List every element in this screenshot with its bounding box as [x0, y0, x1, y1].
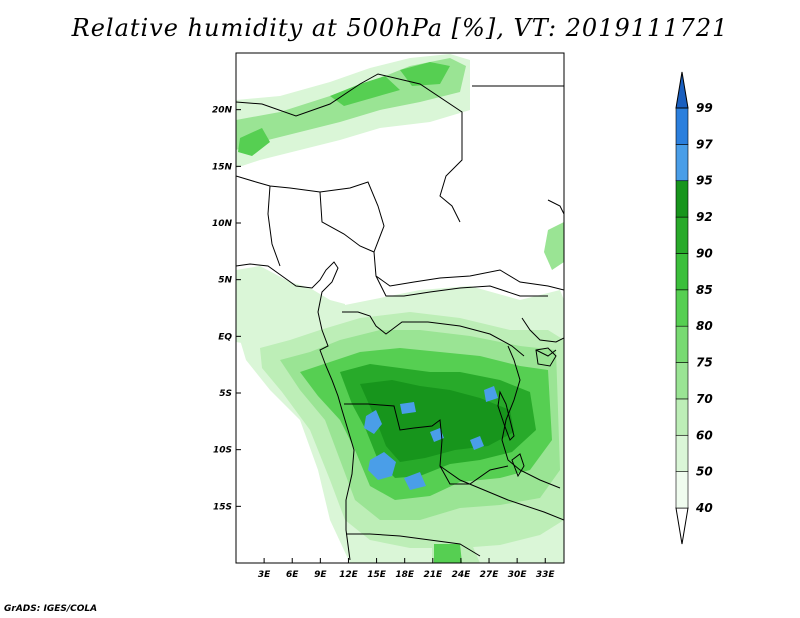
colorbar-segment [675, 434, 689, 472]
border-sahel [236, 175, 564, 291]
humidity-east-patch [544, 222, 564, 270]
lat-tick-label: 10S [213, 446, 232, 456]
border-central-african [375, 275, 548, 297]
latitude-axis: 20N 15N 10N 5N EQ 5S 10S 15S [212, 106, 241, 512]
lon-tick-label: 15E [367, 570, 387, 580]
lake-tanganyika [497, 390, 515, 441]
lat-tick-label: 15N [212, 162, 233, 172]
map-title: Relative humidity at 500hPa [%], VT: 201… [71, 14, 729, 42]
border-nigeria [267, 185, 375, 267]
humidity-band-north-dark [238, 62, 450, 156]
humidity-field [236, 54, 564, 563]
lake-malawi [511, 453, 525, 478]
colorbar-label: 95 [696, 174, 713, 188]
colorbar-segment [675, 289, 689, 327]
colorbar-label: 80 [696, 319, 713, 333]
lat-tick-label: 10N [212, 219, 233, 229]
colorbar-label: 85 [696, 283, 713, 297]
colorbar-segment [675, 325, 689, 363]
lon-tick-label: 6E [286, 570, 299, 580]
border-northeast [472, 85, 564, 215]
lat-tick-label: EQ [218, 332, 232, 342]
colorbar-segment [675, 471, 689, 509]
humidity-southwest-dark [434, 544, 462, 563]
lon-tick-label: 3E [258, 570, 271, 580]
lon-tick-label: 18E [395, 570, 415, 580]
colorbar: 40 50 60 70 75 80 85 90 92 95 97 99 [675, 71, 713, 545]
lon-tick-label: 21E [423, 570, 443, 580]
colorbar-label: 99 [696, 101, 713, 115]
colorbar-segment [675, 398, 689, 436]
colorbar-segment [675, 216, 689, 254]
map-frame [235, 52, 565, 564]
coastline-west-africa [236, 261, 355, 561]
credit-label: GrADS: IGES/COLA [4, 604, 98, 614]
colorbar-segment [675, 144, 689, 182]
border-east-lakes [521, 317, 564, 357]
colorbar-segment [675, 253, 689, 291]
lon-tick-label: 27E [480, 570, 500, 580]
colorbar-label: 50 [696, 465, 713, 479]
lon-tick-label: 33E [536, 570, 556, 580]
lat-tick-label: 5S [219, 389, 232, 399]
colorbar-segment [675, 180, 689, 218]
colorbar-label: 60 [696, 428, 713, 442]
lon-tick-label: 24E [452, 570, 472, 580]
colorbar-label: 90 [696, 246, 713, 260]
lake-victoria [535, 347, 557, 367]
colorbar-label: 70 [696, 392, 713, 406]
colorbar-label: 97 [696, 137, 713, 151]
colorbar-segment [675, 362, 689, 400]
longitude-axis: 3E 6E 9E 12E 15E 18E 21E 24E 27E 30E 33E [258, 558, 556, 580]
lat-tick-label: 15S [213, 502, 232, 512]
lon-tick-label: 30E [508, 570, 528, 580]
border-zambia [439, 465, 564, 521]
colorbar-over-triangle [675, 71, 689, 109]
lon-tick-label: 9E [314, 570, 327, 580]
colorbar-segment [675, 107, 689, 145]
border-north [236, 73, 463, 223]
colorbar-label: 75 [696, 356, 713, 370]
border-tanzania [501, 345, 561, 489]
border-congo [342, 311, 525, 357]
border-angola-south [346, 533, 481, 557]
colorbar-label: 40 [695, 501, 713, 515]
lat-tick-label: 5N [218, 276, 232, 286]
lat-tick-label: 20N [212, 106, 233, 116]
colorbar-under-triangle [675, 507, 689, 545]
country-boundaries [236, 73, 564, 561]
colorbar-label: 92 [696, 210, 713, 224]
lon-tick-label: 12E [339, 570, 359, 580]
